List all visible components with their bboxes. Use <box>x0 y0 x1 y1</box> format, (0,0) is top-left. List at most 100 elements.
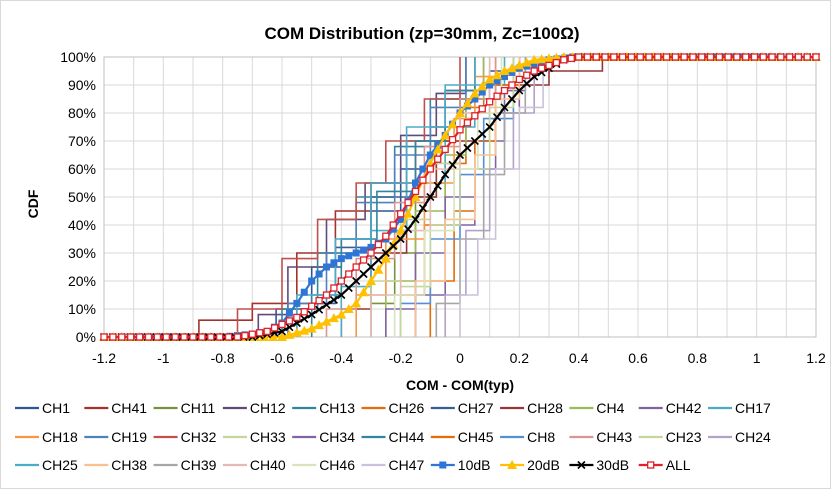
data-point <box>278 320 286 329</box>
data-point <box>715 53 723 61</box>
data-point <box>109 333 117 341</box>
data-point <box>118 333 126 341</box>
data-point <box>486 81 494 89</box>
data-point <box>499 66 510 75</box>
data-point <box>396 234 405 244</box>
y-tick-label: 0% <box>76 329 96 345</box>
data-point <box>647 461 655 469</box>
legend-item-ch18: CH18 <box>15 429 78 445</box>
x-tick-label: 1.2 <box>806 350 826 366</box>
data-point <box>463 119 472 127</box>
series-line <box>459 57 544 337</box>
series-line <box>310 57 476 337</box>
series-ch46 <box>393 57 503 337</box>
data-point <box>285 323 294 332</box>
series-line <box>236 57 461 337</box>
data-point <box>750 53 759 61</box>
x-tick-label: 0.6 <box>628 350 648 366</box>
data-point <box>671 53 680 61</box>
data-point <box>733 53 741 61</box>
data-point <box>315 296 323 305</box>
y-tick-label: 60% <box>68 161 96 177</box>
data-point <box>322 291 331 299</box>
data-point <box>127 333 135 341</box>
data-point <box>248 330 256 338</box>
data-point <box>382 232 390 240</box>
data-point <box>144 333 153 341</box>
data-point <box>575 53 583 61</box>
y-tick-label: 80% <box>68 105 96 121</box>
data-point <box>478 129 487 139</box>
data-point <box>523 71 531 79</box>
data-point <box>315 270 323 278</box>
data-point <box>360 246 368 254</box>
data-point <box>389 221 397 229</box>
data-point <box>345 270 353 278</box>
data-point <box>308 277 316 285</box>
data-point <box>439 461 447 469</box>
legend-label: CH32 <box>181 429 217 445</box>
data-point <box>627 53 636 61</box>
data-point <box>330 259 338 267</box>
legend-label: CH13 <box>319 400 355 416</box>
data-point <box>300 308 308 316</box>
data-point <box>560 56 568 64</box>
data-point <box>680 53 688 61</box>
data-point <box>469 88 480 98</box>
data-point <box>455 108 465 117</box>
data-point <box>508 68 516 76</box>
data-point <box>530 60 538 68</box>
series-ch38 <box>414 57 521 337</box>
data-point <box>419 176 427 184</box>
data-point <box>321 316 332 326</box>
legend-label: CH42 <box>666 400 702 416</box>
data-point <box>698 53 706 61</box>
data-point <box>388 239 399 249</box>
data-point <box>308 302 316 310</box>
legend-label: CH45 <box>458 429 494 445</box>
data-point <box>397 210 405 218</box>
data-point <box>654 53 662 61</box>
legend-item-ch46: CH46 <box>292 457 355 473</box>
data-point <box>216 333 224 341</box>
data-point <box>529 54 540 64</box>
y-tick-label: 10% <box>68 301 96 317</box>
legend-label: CH38 <box>111 457 147 473</box>
data-point <box>180 333 188 341</box>
x-tick-label: 0.2 <box>510 350 530 366</box>
legend-item-ch34: CH34 <box>292 429 355 445</box>
data-point <box>268 332 279 341</box>
legend-item-ch39: CH39 <box>153 457 217 473</box>
data-point <box>418 204 427 213</box>
legend-label: CH19 <box>111 429 147 445</box>
data-point <box>359 256 368 264</box>
data-point <box>493 77 501 85</box>
data-point <box>645 53 653 61</box>
chart-title: COM Distribution (zp=30mm, Zc=100Ω) <box>265 24 580 43</box>
data-point <box>515 86 524 95</box>
legend-item-ch44: CH44 <box>361 429 425 445</box>
series-all <box>100 53 820 341</box>
data-point <box>759 53 767 61</box>
legend-item-ch23: CH23 <box>638 429 702 445</box>
y-axis-label: CDF <box>25 189 41 218</box>
data-point <box>567 54 575 63</box>
data-point <box>426 192 435 202</box>
y-tick-label: 40% <box>68 217 96 233</box>
series-ch39 <box>435 57 527 337</box>
legend-label: 10dB <box>458 457 491 473</box>
legend-label: CH34 <box>319 429 355 445</box>
data-point <box>471 95 479 103</box>
legend-label: CH11 <box>181 400 216 416</box>
data-point <box>380 253 391 263</box>
data-point <box>506 63 517 73</box>
data-point <box>447 119 458 129</box>
data-point <box>441 170 450 179</box>
data-point <box>337 277 345 285</box>
legend-item-ch8: CH8 <box>500 429 555 445</box>
data-point <box>742 53 750 61</box>
data-point <box>477 81 488 91</box>
legend-item-ch42: CH42 <box>638 400 702 416</box>
data-point <box>492 70 503 80</box>
data-point <box>785 53 794 61</box>
